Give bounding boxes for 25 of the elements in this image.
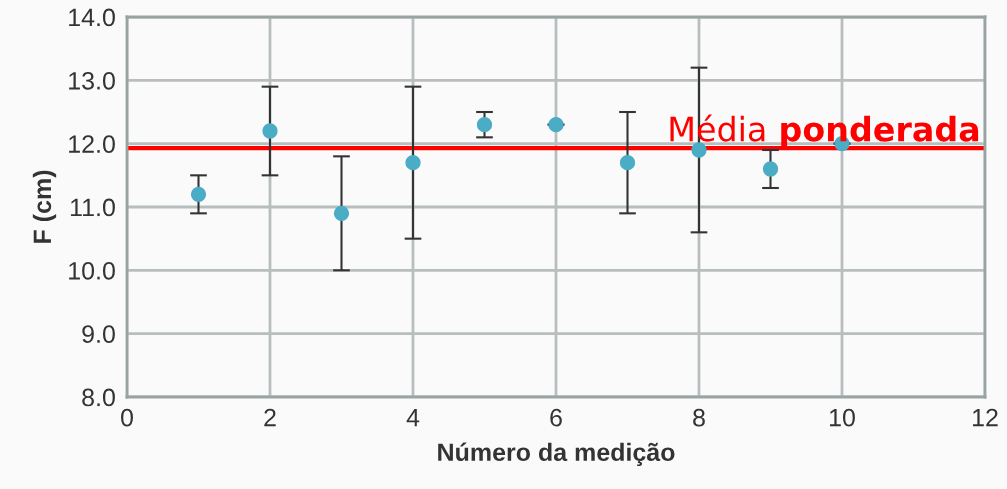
y-tick-label: 8.0 (82, 388, 115, 407)
x-tick-label: 0 (121, 408, 133, 427)
point (691, 142, 707, 158)
y-tick-label: 14.0 (69, 8, 115, 27)
point (762, 161, 779, 177)
x-tick-label: 10 (830, 408, 855, 427)
point (333, 205, 350, 221)
x-tick-label: 2 (264, 408, 276, 427)
y-tick-label: 9.0 (82, 325, 115, 343)
x-tick-label: 12 (973, 408, 998, 427)
point (262, 123, 278, 139)
point (190, 186, 207, 202)
point (476, 117, 493, 133)
point (619, 155, 636, 171)
x-tick-label: 4 (406, 409, 420, 427)
x-axis-title: Número da medição (438, 442, 675, 467)
y-tick-label: 12.0 (69, 135, 115, 153)
y-tick-label: 11.0 (70, 198, 115, 217)
point (405, 155, 421, 171)
x-tick-label: 6 (550, 408, 562, 427)
y-tick-label: 13.0 (69, 71, 115, 90)
point (548, 117, 564, 133)
x-tick-label: 8 (693, 408, 705, 427)
y-axis-title: F (cm) (32, 170, 57, 243)
y-tick-label: 10.0 (69, 261, 115, 280)
